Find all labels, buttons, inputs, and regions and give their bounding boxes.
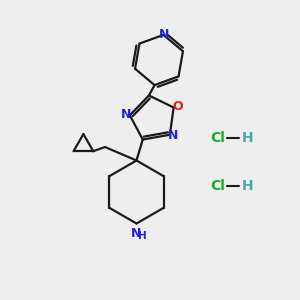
Text: H: H [242, 131, 253, 145]
Text: H: H [242, 179, 253, 193]
Text: Cl: Cl [210, 179, 225, 193]
Text: N: N [121, 108, 131, 121]
Text: N: N [168, 129, 178, 142]
Text: N: N [131, 227, 141, 240]
Text: H: H [137, 231, 146, 241]
Text: Cl: Cl [210, 131, 225, 145]
Text: N: N [159, 28, 169, 41]
Text: O: O [172, 100, 183, 113]
